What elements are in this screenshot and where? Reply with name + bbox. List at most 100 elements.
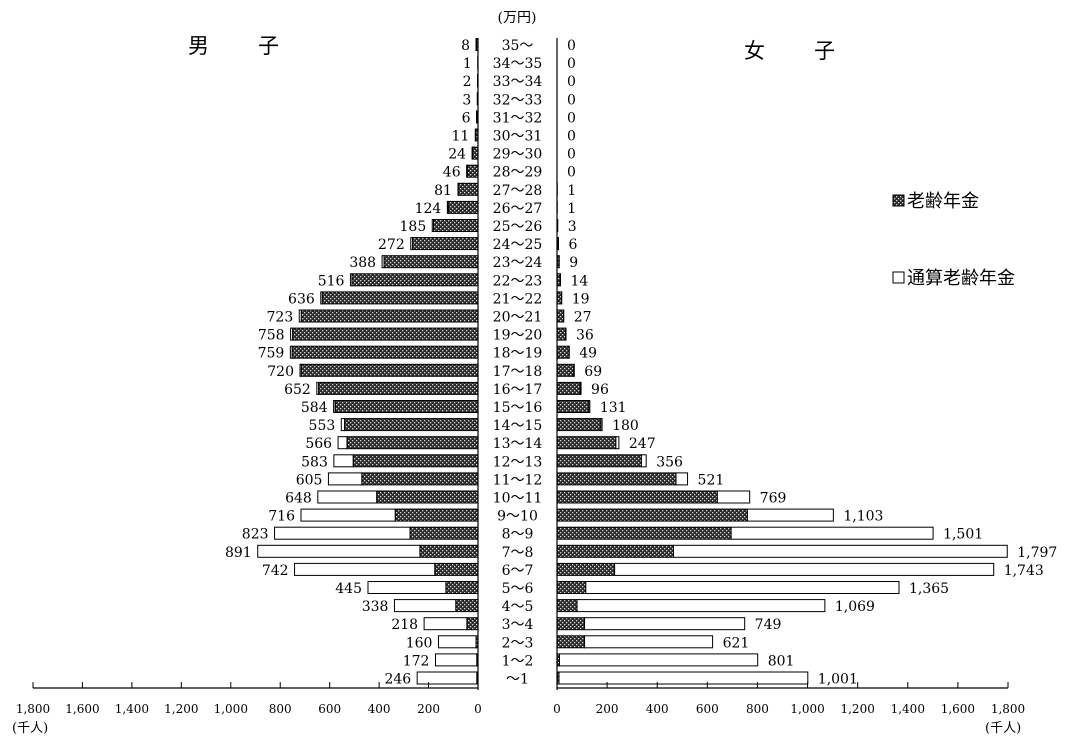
- category-label: 6～7: [502, 563, 534, 579]
- female-combined-bar: [558, 671, 809, 685]
- male-combined-bar: [289, 345, 293, 359]
- category-label: 11～12: [493, 472, 543, 488]
- male-old-age-bar: [472, 146, 479, 160]
- female-old-age-bar: [556, 490, 718, 504]
- right-tick-label: 1,000: [790, 702, 824, 716]
- male-combined-bar: [333, 400, 336, 413]
- female-value-label: 1,797: [1017, 545, 1057, 561]
- male-combined-bar: [434, 653, 478, 667]
- male-old-age-bar: [352, 454, 479, 468]
- axes: [33, 38, 1008, 690]
- left-tick-label: 1,200: [164, 702, 198, 716]
- female-value-label: 0: [567, 147, 576, 163]
- male-combined-bar: [316, 381, 320, 395]
- female-value-label: 69: [584, 364, 602, 380]
- right-axis-unit: (千人): [985, 721, 1021, 736]
- male-old-age-bar: [409, 526, 479, 540]
- female-old-age-bar: [556, 562, 616, 576]
- female-old-age-bar: [556, 635, 586, 649]
- legend: 老齢年金 通算老齢年金: [892, 191, 1015, 289]
- legend-swatch-old-age: [892, 194, 905, 207]
- male-value-label: 8: [461, 38, 470, 54]
- male-value-label: 46: [443, 165, 461, 181]
- female-old-age-bar: [556, 617, 586, 631]
- male-bars: 8123611244681124185272388516636723758759…: [225, 38, 479, 688]
- category-label: 28～29: [493, 165, 543, 181]
- male-old-age-bar: [318, 381, 479, 395]
- legend-swatch-combined: [892, 271, 905, 284]
- male-value-label: 891: [225, 545, 252, 561]
- male-value-label: 758: [258, 328, 285, 344]
- category-label: 35～: [502, 38, 534, 54]
- male-value-label: 716: [268, 509, 295, 525]
- right-tick-label: 1,400: [891, 702, 925, 716]
- male-value-label: 584: [301, 400, 328, 416]
- female-value-label: 1,743: [1004, 563, 1044, 579]
- category-label: 30～31: [493, 129, 543, 145]
- female-value-label: 131: [600, 400, 627, 416]
- category-label: 24～25: [493, 237, 543, 253]
- right-tick-label: 400: [646, 702, 669, 716]
- female-bars: 0000000011369141927364969961311802473565…: [556, 38, 1057, 688]
- female-value-label: 0: [567, 74, 576, 90]
- female-old-age-bar: [556, 418, 602, 432]
- male-value-label: 823: [242, 527, 269, 543]
- female-value-label: 749: [755, 617, 782, 633]
- male-old-age-bar: [411, 237, 479, 251]
- male-value-label: 172: [403, 653, 430, 669]
- male-combined-bar: [294, 562, 436, 576]
- female-combined-bar: [640, 454, 647, 468]
- male-value-label: 81: [434, 183, 452, 199]
- female-old-age-bar: [556, 363, 575, 377]
- female-value-label: 1,365: [909, 581, 949, 597]
- left-tick-label: 1,000: [214, 702, 248, 716]
- male-combined-bar: [416, 671, 478, 685]
- female-combined-bar: [746, 508, 834, 522]
- female-combined-bar: [584, 635, 714, 649]
- right-tick-label: 1,600: [941, 702, 975, 716]
- female-old-age-bar: [556, 327, 567, 341]
- category-label: 9～10: [497, 509, 538, 525]
- female-value-label: 0: [567, 110, 576, 126]
- male-old-age-bar: [300, 309, 479, 323]
- male-value-label: 3: [462, 92, 471, 108]
- female-old-age-bar: [556, 599, 578, 613]
- female-value-label: 0: [567, 129, 576, 145]
- male-combined-bar: [423, 617, 468, 631]
- female-value-label: 1,001: [818, 672, 858, 688]
- female-old-age-bar: [556, 381, 581, 395]
- category-label: 21～22: [493, 291, 543, 307]
- female-old-age-bar: [556, 345, 570, 359]
- category-label: 33～34: [493, 74, 543, 90]
- male-value-label: 636: [288, 291, 315, 307]
- male-old-age-bar: [344, 418, 479, 432]
- left-tick-label: 200: [417, 702, 440, 716]
- female-old-age-bar: [556, 544, 675, 558]
- female-value-label: 621: [723, 635, 750, 651]
- female-value-label: 14: [571, 273, 589, 289]
- female-old-age-bar: [556, 472, 677, 486]
- left-tick-label: 400: [368, 702, 391, 716]
- male-combined-bar: [299, 363, 302, 377]
- female-value-label: 27: [574, 310, 592, 326]
- male-value-label: 338: [362, 599, 389, 615]
- category-label: 18～19: [493, 346, 543, 362]
- category-label: 26～27: [493, 201, 543, 217]
- female-value-label: 36: [576, 328, 594, 344]
- female-value-label: 0: [567, 38, 576, 54]
- male-value-label: 648: [285, 491, 312, 507]
- male-value-label: 516: [318, 273, 345, 289]
- tick-labels: 1,800 1,600 1,400 1,200 1,000 800 600 400 200 0 0 2…: [16, 682, 1025, 716]
- male-value-label: 2: [463, 74, 472, 90]
- male-value-label: 124: [415, 201, 442, 217]
- male-combined-bar: [298, 309, 302, 323]
- category-label: 16～17: [493, 382, 543, 398]
- female-combined-bar: [585, 581, 900, 594]
- category-label: 1～2: [502, 653, 534, 669]
- category-label: 25～26: [493, 219, 543, 235]
- male-old-age-bar: [346, 436, 479, 450]
- female-value-label: 180: [612, 418, 639, 434]
- female-combined-bar: [579, 381, 582, 395]
- male-value-label: 605: [296, 472, 323, 488]
